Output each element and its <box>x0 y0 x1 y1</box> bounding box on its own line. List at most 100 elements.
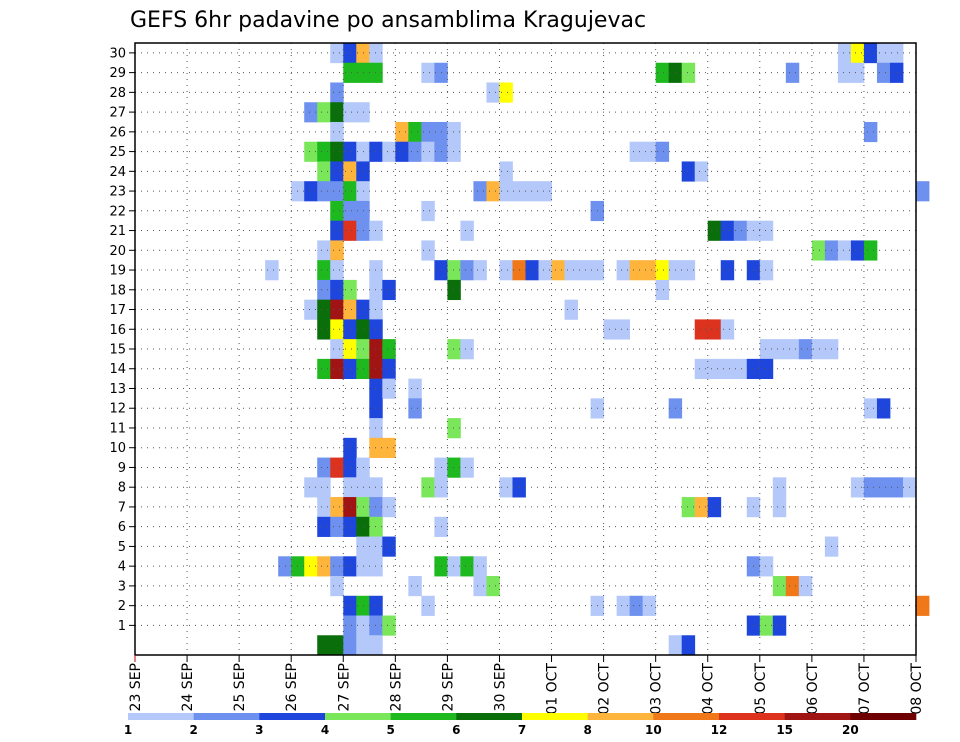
heatmap-cell <box>720 260 735 281</box>
heatmap-cell <box>707 358 722 380</box>
heatmap-cell <box>330 457 344 478</box>
heatmap-cell <box>356 457 370 478</box>
heatmap-cell <box>369 418 383 439</box>
y-tick-label: 16 <box>109 323 126 338</box>
heatmap-cell <box>356 62 370 83</box>
heatmap-cell <box>343 220 357 241</box>
heatmap-cell <box>408 141 422 162</box>
heatmap-cell <box>759 339 774 360</box>
x-tick-label: 25 SEP <box>232 663 248 711</box>
heatmap-cell <box>655 141 670 162</box>
heatmap-cell <box>655 260 670 281</box>
heatmap-cell <box>343 595 357 616</box>
heatmap-cell <box>343 516 357 537</box>
heatmap-cell <box>889 477 904 498</box>
heatmap-cell <box>369 595 383 616</box>
chart-title: GEFS 6hr padavine po ansamblima Kragujev… <box>130 8 646 33</box>
y-tick-label: 25 <box>109 145 126 160</box>
x-tick-label: 05 OCT <box>753 663 769 715</box>
heatmap-cell <box>642 141 657 162</box>
heatmap-cell <box>785 576 800 597</box>
heatmap-cell <box>486 82 500 103</box>
heatmap-cell <box>330 141 344 162</box>
heatmap-cell <box>317 161 331 182</box>
heatmap-cell <box>551 260 565 281</box>
heatmap-cell <box>343 319 357 340</box>
heatmap-cell <box>421 200 435 222</box>
heatmap-cell <box>629 260 644 281</box>
heatmap-cell <box>759 358 774 380</box>
heatmap-cell <box>811 339 826 360</box>
heatmap-cell <box>330 220 344 241</box>
heatmap-cell <box>785 62 800 83</box>
heatmap-cell <box>499 161 513 182</box>
heatmap-cell <box>447 556 461 577</box>
heatmap-cell <box>356 497 370 518</box>
heatmap-cell <box>876 398 891 419</box>
y-tick-label: 28 <box>109 86 126 101</box>
legend-label: 7 <box>518 723 526 737</box>
heatmap-cell <box>447 339 461 360</box>
heatmap-cell <box>421 141 435 162</box>
heatmap-cell <box>343 477 357 498</box>
legend-label: 6 <box>452 723 460 737</box>
heatmap-cell <box>629 141 644 162</box>
heatmap-cell <box>668 635 683 656</box>
legend-label: 12 <box>711 723 728 737</box>
heatmap-cell <box>876 62 891 83</box>
heatmap-cell <box>330 181 344 202</box>
heatmap-cell <box>733 358 748 380</box>
x-tick-label: 26 SEP <box>284 663 300 711</box>
heatmap-cell <box>681 497 696 518</box>
heatmap-cell <box>499 181 513 202</box>
legend-label: 1 <box>124 723 132 737</box>
heatmap-cell <box>395 141 409 162</box>
heatmap-cell <box>772 497 787 518</box>
legend-swatch <box>128 713 194 720</box>
heatmap-cell <box>408 576 422 597</box>
heatmap-cell <box>759 556 774 577</box>
heatmap-cell <box>642 260 657 281</box>
heatmap-cell <box>382 358 396 380</box>
heatmap-cell <box>655 279 670 301</box>
heatmap-cell <box>421 240 435 261</box>
legend-label: 8 <box>583 723 591 737</box>
heatmap-cell <box>863 43 878 64</box>
heatmap-cell <box>798 576 813 597</box>
heatmap-cell <box>330 43 344 64</box>
heatmap-cell <box>343 200 357 222</box>
heatmap-cell <box>369 536 383 557</box>
heatmap-cell <box>356 102 370 123</box>
heatmap-cell <box>356 181 370 202</box>
heatmap-cell <box>343 437 357 458</box>
legend-swatch <box>522 713 588 720</box>
heatmap-cell <box>642 595 657 616</box>
heatmap-cell <box>382 497 396 518</box>
legend-swatch <box>325 713 391 720</box>
x-tick-label: 04 OCT <box>701 663 717 715</box>
legend-swatch <box>456 713 523 720</box>
heatmap-cell <box>395 121 409 143</box>
heatmap-cell <box>785 339 800 360</box>
y-tick-label: 2 <box>118 599 126 614</box>
heatmap-cell <box>330 102 344 123</box>
heatmap-cell <box>538 181 552 202</box>
heatmap-cell <box>330 82 344 103</box>
y-tick-label: 8 <box>118 481 126 496</box>
heatmap-cell <box>369 398 383 419</box>
heatmap-cell <box>317 358 331 380</box>
heatmap-cell <box>772 339 787 360</box>
heatmap-cell <box>616 260 631 281</box>
legend-swatch <box>850 713 917 720</box>
heatmap-cell <box>369 62 383 83</box>
heatmap-cell <box>343 635 357 656</box>
heatmap-cell <box>317 299 331 320</box>
heatmap-cell <box>447 141 461 162</box>
heatmap-cell <box>330 339 344 360</box>
heatmap-cell <box>863 121 878 143</box>
heatmap-cell <box>343 279 357 301</box>
legend-label: 15 <box>776 723 793 737</box>
y-tick-label: 11 <box>109 421 126 436</box>
heatmap-cell <box>421 62 435 83</box>
heatmap-cell <box>343 615 357 636</box>
